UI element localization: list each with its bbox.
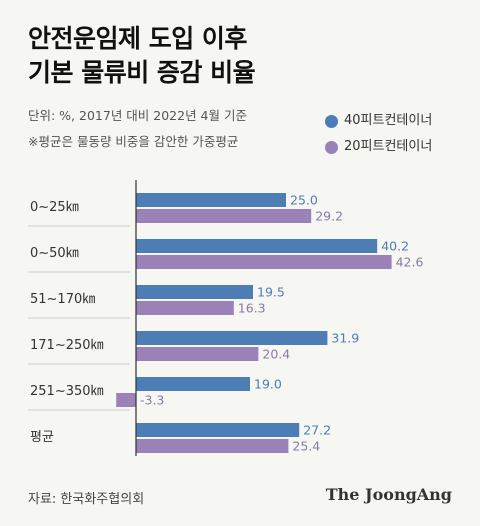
legend-label-40ft: 40피트컨테이너 <box>344 113 433 128</box>
bar-20ft-251-350km <box>116 393 136 407</box>
value-label-40ft-0-50km: 40.2 <box>381 239 409 254</box>
value-label-40ft-171-250km: 31.9 <box>331 331 359 346</box>
unit-note: 단위: %, 2017년 대비 2022년 4월 기준 <box>28 108 247 123</box>
bar-40ft-171-250km <box>136 331 328 345</box>
bar-20ft-51-170km <box>136 301 234 315</box>
category-label-251-350km: 251~350㎞ <box>30 384 104 399</box>
chart-notes: 단위: %, 2017년 대비 2022년 4월 기준 ※평균은 물동량 비중을… <box>28 103 247 155</box>
legend-item-20ft: 20피트컨테이너 <box>325 134 432 160</box>
bar-40ft-average <box>136 423 300 437</box>
value-label-20ft-251-350km: -3.3 <box>140 393 164 408</box>
bar-40ft-0-25km <box>136 193 286 207</box>
value-label-40ft-average: 27.2 <box>303 423 331 438</box>
value-label-40ft-0-25km: 25.0 <box>290 193 318 208</box>
bar-20ft-average <box>136 439 289 453</box>
legend-swatch-40ft <box>325 114 338 128</box>
value-label-20ft-0-50km: 42.6 <box>396 255 424 270</box>
legend-item-40ft: 40피트컨테이너 <box>325 108 432 134</box>
bar-20ft-0-25km <box>136 209 312 223</box>
bar-40ft-51-170km <box>136 285 253 299</box>
bar-20ft-0-50km <box>136 255 392 269</box>
category-label-0-50km: 0~50㎞ <box>30 246 79 261</box>
legend: 40피트컨테이너 20피트컨테이너 <box>325 108 432 160</box>
category-label-51-170km: 51~170㎞ <box>30 292 95 307</box>
brand-logo: The JoongAng <box>325 485 452 504</box>
value-label-40ft-251-350km: 19.0 <box>254 377 282 392</box>
legend-label-20ft: 20피트컨테이너 <box>344 139 433 154</box>
value-label-40ft-51-170km: 19.5 <box>257 285 285 300</box>
bar-40ft-0-50km <box>136 239 378 253</box>
legend-swatch-20ft <box>325 140 338 154</box>
category-label-0-25km: 0~25㎞ <box>30 200 79 215</box>
bar-20ft-171-250km <box>136 347 259 361</box>
average-note: ※평균은 물동량 비중을 감안한 가중평균 <box>28 134 239 149</box>
value-label-20ft-average: 25.4 <box>292 439 320 454</box>
category-label-171-250km: 171~250㎞ <box>30 338 104 353</box>
bar-40ft-251-350km <box>136 377 250 391</box>
value-label-20ft-0-25km: 29.2 <box>315 209 343 224</box>
title-line-1: 안전운임제 도입 이후 <box>28 24 247 53</box>
category-label-average: 평균 <box>30 430 54 445</box>
chart-title: 안전운임제 도입 이후 기본 물류비 증감 비율 <box>28 22 256 90</box>
value-label-20ft-171-250km: 20.4 <box>262 347 290 362</box>
source-note: 자료: 한국화주협의회 <box>28 492 145 507</box>
title-line-2: 기본 물류비 증감 비율 <box>28 58 256 87</box>
value-label-20ft-51-170km: 16.3 <box>238 301 266 316</box>
